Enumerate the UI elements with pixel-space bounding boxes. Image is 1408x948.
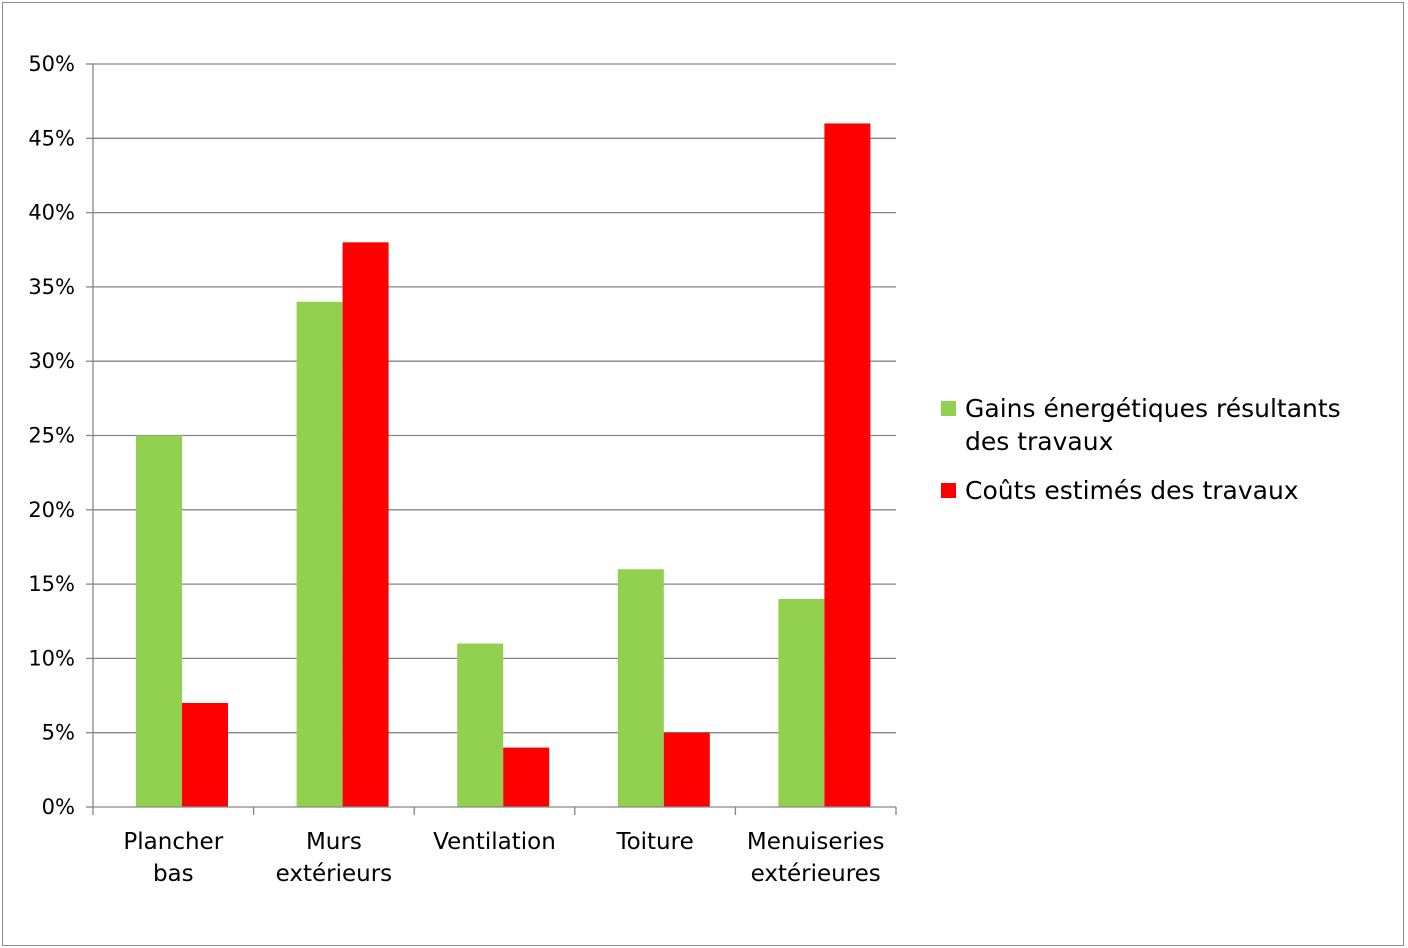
y-tick-label: 0% [42, 795, 75, 819]
bars [136, 123, 871, 807]
bar-gains [296, 301, 343, 807]
bar-couts [342, 242, 389, 807]
x-category-label-line: extérieures [751, 861, 881, 887]
legend-swatch [941, 483, 956, 498]
y-tick-label: 50% [28, 52, 75, 76]
x-category-label: Murs extérieurs [276, 829, 393, 887]
y-tick-label: 45% [28, 126, 75, 150]
legend-entry-label: Coûts estimés des travaux [965, 476, 1299, 505]
x-category-label-line: Toiture [615, 829, 693, 855]
y-tick-label: 10% [28, 646, 75, 670]
legend-swatch [941, 401, 956, 416]
legend-entry-label: Gains énergétiques résultants des travaux [965, 394, 1341, 456]
gridlines [93, 63, 896, 734]
legend-entry-label-line: des travaux [965, 427, 1113, 456]
bar-couts [663, 732, 710, 807]
bar-couts [824, 123, 871, 807]
y-tick-label: 20% [28, 498, 75, 522]
x-category-label-line: Menuiseries [747, 829, 885, 855]
x-category-labels: Plancher bas Murs extérieurs Ventilation Toit… [123, 829, 884, 887]
x-category-label-line: bas [153, 861, 194, 887]
legend-entry-label-line: Gains énergétiques résultants [965, 394, 1341, 423]
y-tick-label: 40% [28, 201, 75, 225]
bar-gains [136, 435, 182, 807]
axes [86, 63, 897, 815]
x-category-label-line: Ventilation [433, 829, 556, 855]
legend-entry-label-line: Coûts estimés des travaux [965, 476, 1299, 505]
x-category-label: Toiture [615, 829, 693, 855]
bar-gains [617, 569, 664, 807]
x-category-label: Ventilation [433, 829, 556, 855]
y-tick-label: 30% [28, 349, 75, 373]
bar-couts [182, 702, 228, 807]
y-tick-label: 25% [28, 424, 75, 448]
bar-gains [457, 643, 504, 807]
x-category-label-line: extérieurs [276, 861, 393, 887]
x-category-label: Menuiseries extérieures [747, 829, 885, 887]
x-category-label-line: Plancher [123, 829, 223, 855]
y-tick-label: 5% [42, 721, 75, 745]
bar-gains [778, 598, 825, 807]
x-category-label: Plancher bas [123, 829, 223, 887]
x-category-label-line: Murs [306, 829, 362, 855]
bar-couts [503, 747, 550, 807]
y-tick-labels: 0% 5% 10% 15% 20% 25% 30% 35% 40% 45% 50% [28, 52, 75, 819]
y-tick-label: 15% [28, 572, 75, 596]
y-tick-label: 35% [28, 275, 75, 299]
legend: Gains énergétiques résultants des travaux… [941, 394, 1341, 505]
